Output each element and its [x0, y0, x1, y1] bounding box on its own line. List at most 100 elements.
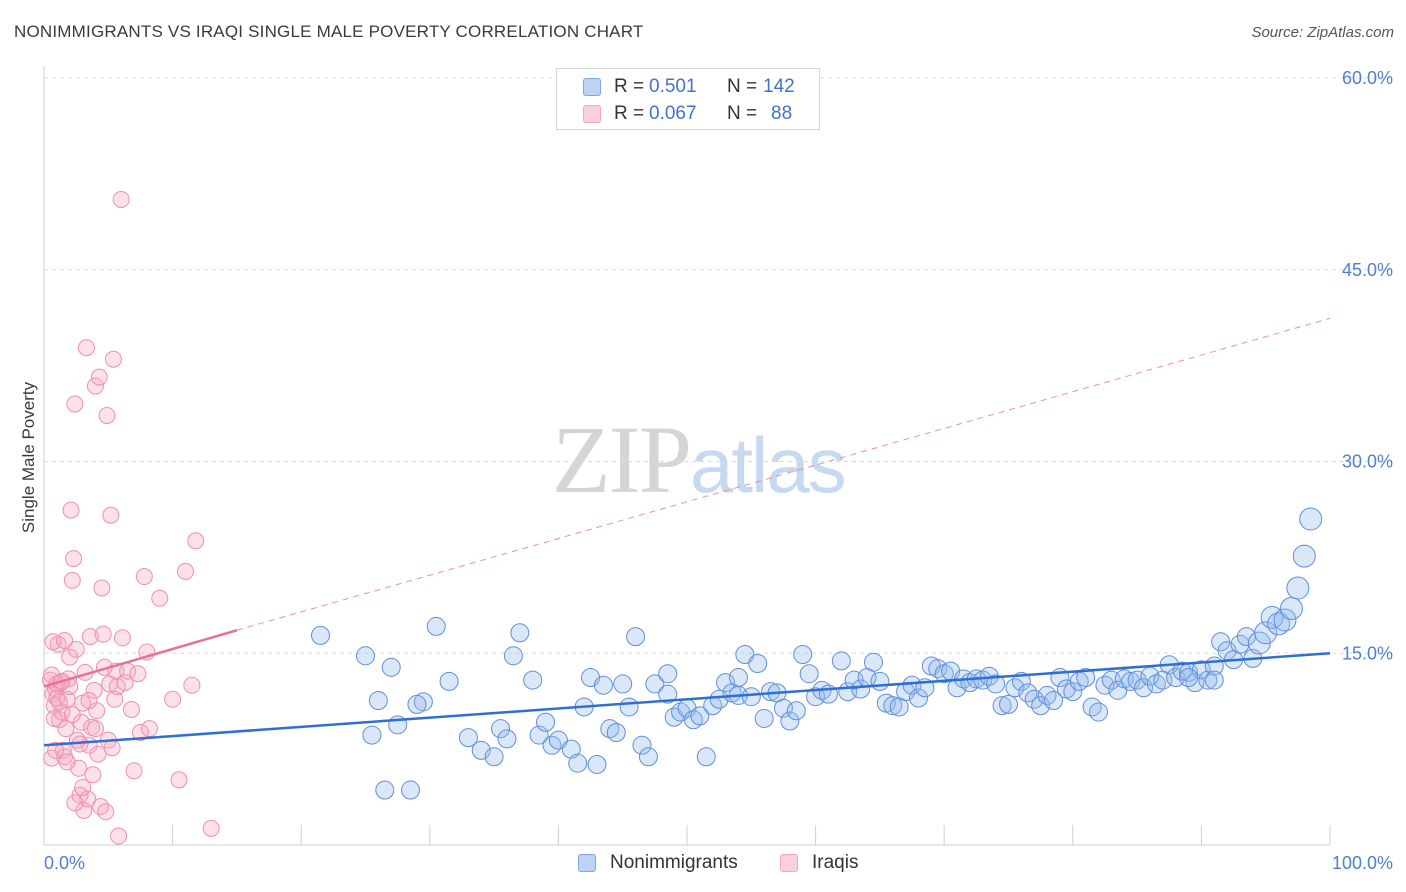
iraqis-point: [131, 724, 149, 742]
nonimmigrants-point: [754, 708, 774, 728]
iraqis-trend-line: [43, 629, 238, 688]
correlation-legend: R = 0.501 N = 142 R = 0.067 N = 88: [556, 68, 820, 130]
nonimmigrants-point: [992, 696, 1012, 716]
iraqis-point: [170, 771, 188, 789]
nonimmigrants-point: [1254, 621, 1278, 645]
nonimmigrants-points: [310, 507, 1323, 800]
nonimmigrants-point: [908, 688, 928, 708]
iraqis-point: [86, 377, 104, 395]
nonimmigrants-point: [426, 616, 446, 636]
nonimmigrants-point: [1063, 682, 1083, 702]
nonimmigrants-point: [458, 728, 478, 748]
nonimmigrants-trend-line: [43, 652, 1331, 747]
iraqis-point: [125, 762, 143, 780]
axis-labels: 15.0% 30.0% 45.0% 60.0% 0.0% 100.0% Single Mal…: [19, 68, 1393, 873]
nonimmigrants-point: [362, 725, 382, 745]
y-tick-label: 60.0%: [1342, 68, 1393, 88]
nonimmigrants-point: [780, 711, 800, 731]
iraqis-points: [41, 190, 220, 845]
iraqis-point: [58, 753, 76, 771]
iraqis-point: [122, 700, 140, 718]
nonimmigrants-point: [529, 725, 549, 745]
iraqis-point: [112, 190, 130, 208]
nonimmigrants-point: [658, 664, 678, 684]
iraqis-point: [56, 748, 74, 766]
nonimmigrants-point: [696, 747, 716, 767]
iraqis-point: [63, 706, 81, 724]
y-axis-label: Single Male Poverty: [19, 381, 38, 533]
iraqis-point: [113, 629, 131, 647]
nonimmigrants-point: [728, 668, 748, 688]
iraqis-point: [65, 550, 83, 568]
nonimmigrants-point: [310, 625, 330, 645]
nonimmigrants-point: [619, 697, 639, 717]
nonimmigrants-point: [1292, 544, 1316, 568]
iraqis-point: [187, 532, 205, 550]
nonimmigrants-point: [690, 706, 710, 726]
iraqis-point: [97, 803, 115, 821]
trend-lines: [43, 317, 1331, 747]
nonimmigrants-point: [1179, 668, 1199, 688]
nonimmigrants-point: [568, 753, 588, 773]
nonimmigrants-point: [851, 679, 871, 699]
iraqis-point: [66, 395, 84, 413]
iraqis-point: [86, 720, 104, 738]
iraqis-point: [74, 778, 92, 796]
nonimmigrants-point: [658, 684, 678, 704]
watermark: ZIPatlas: [552, 404, 847, 515]
iraqis-point: [90, 368, 108, 386]
iraqis-point: [104, 350, 122, 368]
nonimmigrants-point: [1082, 697, 1102, 717]
iraqis-point: [47, 741, 65, 759]
nonimmigrants-point: [1044, 691, 1064, 711]
nonimmigrants-point: [741, 687, 761, 707]
watermark-zip: ZIP: [552, 406, 692, 513]
nonimmigrants-point: [375, 780, 395, 800]
nonimmigrants-point: [1089, 702, 1109, 722]
nonimmigrants-point: [1037, 685, 1057, 705]
nonimmigrants-point: [831, 651, 851, 671]
iraqis-point: [110, 827, 128, 845]
iraqis-point: [61, 648, 79, 666]
nonimmigrants-point: [536, 712, 556, 732]
iraqis-trend-extension: [236, 317, 1331, 631]
iraqis-point: [140, 720, 158, 738]
legend-n-value: 88: [771, 103, 793, 124]
nonimmigrants-point: [1134, 678, 1154, 698]
nonimmigrants-point: [1279, 597, 1303, 621]
iraqis-point: [129, 665, 147, 683]
iraqis-point: [85, 681, 103, 699]
iraqis-point: [66, 794, 84, 812]
iraqis-point: [176, 562, 194, 580]
nonimmigrants-point: [523, 670, 543, 690]
iraqis-point: [183, 676, 201, 694]
nonimmigrants-point: [503, 646, 523, 666]
nonimmigrants-point: [497, 729, 517, 749]
iraqis-point: [202, 819, 220, 837]
nonimmigrants-point: [632, 735, 652, 755]
nonimmigrants-point: [606, 723, 626, 743]
nonimmigrants-point: [484, 747, 504, 767]
x-tick-label: 0.0%: [44, 853, 85, 873]
nonimmigrants-point: [799, 664, 819, 684]
grid-lines: [44, 77, 1394, 654]
iraqis-point: [93, 579, 111, 597]
iraqis-point: [63, 571, 81, 589]
nonimmigrants-point: [407, 694, 427, 714]
iraqis-point: [56, 631, 74, 649]
legend-row-nonimmigrants: R = 0.501 N = 142: [557, 73, 819, 101]
legend-swatch-pink: [583, 105, 601, 123]
nonimmigrants-point: [1204, 670, 1224, 690]
legend-r-label: R =: [614, 103, 645, 124]
nonimmigrants-point: [381, 657, 401, 677]
nonimmigrants-point: [1230, 634, 1250, 654]
iraqis-point: [84, 766, 102, 784]
nonimmigrants-point: [626, 627, 646, 647]
iraqis-point: [103, 739, 121, 757]
nonimmigrants-point: [401, 780, 421, 800]
iraqis-point: [135, 568, 153, 586]
y-tick-label: 45.0%: [1342, 260, 1393, 280]
nonimmigrants-point: [510, 623, 530, 643]
iraqis-point: [45, 709, 63, 727]
legend-n-label: N =: [727, 103, 758, 124]
